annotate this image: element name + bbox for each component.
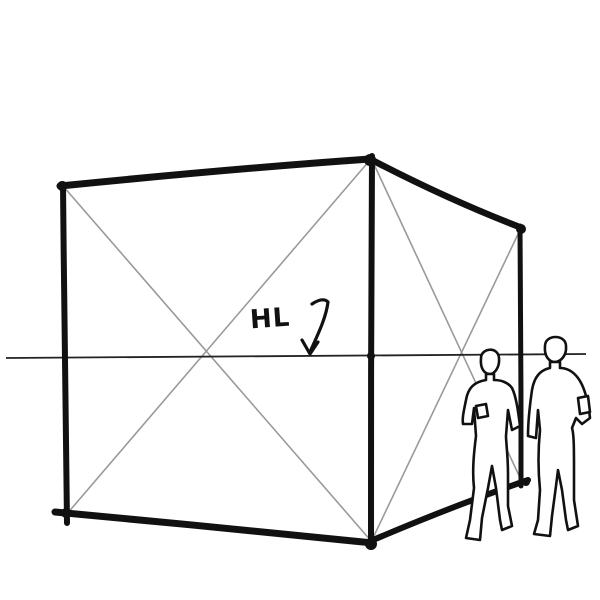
held-object [576,394,592,416]
head [543,335,568,364]
front-left-edge [60,181,70,526]
person-figure-left [461,348,522,542]
corner-bottom-back [522,478,530,486]
person-figure-right [526,335,592,538]
front-right-edge [368,153,375,550]
side-top-edge [368,156,526,232]
head [479,348,501,376]
horizon-label: HL [249,302,292,336]
corner-top-back [516,224,526,234]
side-right-edge [517,223,524,489]
front-face-diagonals [62,159,373,543]
corner-top-front-right [364,154,376,166]
front-diagonal-b [65,159,371,516]
front-bottom-edge [51,508,377,547]
corner-bottom-left [61,508,71,518]
arrow-shaft [308,298,330,354]
held-object [474,402,490,420]
box-outline [51,153,531,550]
front-diagonal-a [62,185,373,543]
front-top-edge [56,155,374,190]
box-corners [57,154,530,550]
side-diagonal-b [371,229,521,541]
corner-bottom-front-right [365,538,377,550]
corner-top-left [57,181,67,191]
horizon-arrow [300,298,330,356]
arrow-head [300,338,320,356]
body [461,372,522,542]
body [526,360,592,538]
horizon-intersection [367,352,375,360]
